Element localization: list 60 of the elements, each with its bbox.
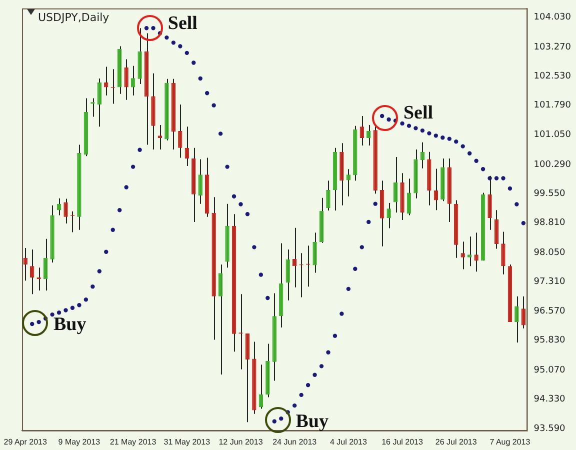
candlestick [467, 236, 472, 267]
candlestick [460, 241, 465, 270]
candlestick [124, 58, 128, 100]
x-tick-label: 9 May 2013 [58, 437, 101, 446]
y-tick-label: 95.830 [534, 336, 566, 346]
x-tick-label: 12 Jun 2013 [218, 437, 264, 446]
y-tick-label: 99.550 [534, 188, 566, 199]
candlestick [360, 115, 364, 146]
candlestick [514, 296, 519, 344]
candlestick [178, 104, 182, 158]
y-tick-label: 98.050 [534, 248, 566, 258]
candlestick [474, 232, 478, 272]
y-tick-label: 104.030 [534, 12, 572, 22]
x-tick-label: 26 Jul 2013 [435, 437, 478, 446]
candlestick [130, 65, 136, 96]
candlestick [434, 168, 438, 211]
y-tick-label: 102.530 [534, 72, 572, 82]
y-tick-label: 94.330 [534, 394, 566, 405]
x-tick-label: 29 Apr 2013 [4, 437, 48, 446]
y-tick-label: 98.810 [534, 218, 566, 228]
candlestick [64, 198, 68, 224]
candlestick [292, 227, 297, 288]
candlestick [218, 264, 223, 375]
candlestick [326, 180, 330, 212]
annotation: Buy [53, 314, 87, 335]
candlestick [30, 249, 34, 295]
y-tick-label: 95.070 [534, 365, 566, 376]
annotation: Buy [296, 410, 329, 432]
y-tick-label: 96.570 [534, 306, 566, 316]
candlestick [521, 296, 526, 329]
candlestick [158, 124, 162, 150]
candlestick [346, 168, 351, 197]
candlestick [312, 232, 317, 274]
x-tick-label: 7 Aug 2013 [490, 437, 531, 446]
x-tick-label: 21 May 2013 [110, 437, 157, 446]
chart-title: USDJPY,Daily [38, 10, 110, 24]
annotation: Sell [403, 102, 434, 124]
candlestick [386, 202, 391, 229]
candlestick [393, 156, 398, 214]
candlestick [286, 249, 290, 301]
y-tick-label: 100.290 [534, 160, 572, 170]
candlestick [494, 210, 499, 250]
x-tick-label: 16 Jul 2013 [382, 437, 424, 446]
candlestick [184, 126, 189, 167]
y-tick-label: 97.310 [534, 277, 566, 288]
y-tick-label: 103.270 [534, 42, 572, 52]
candlestick [406, 178, 412, 216]
candlestick [366, 124, 371, 146]
x-tick-label: 4 Jul 2013 [330, 437, 368, 446]
y-tick-label: 101.790 [534, 100, 572, 111]
x-tick-label: 31 May 2013 [164, 437, 211, 446]
candlestick [97, 78, 102, 128]
candlestick [43, 238, 48, 292]
x-tick-label: 24 Jun 2013 [272, 437, 318, 446]
y-tick-label: 101.050 [534, 130, 572, 140]
y-tick-label: 93.590 [534, 424, 566, 434]
candlestick [258, 364, 264, 410]
candlestick [501, 231, 506, 275]
candlestick [198, 158, 202, 204]
annotation: Sell [168, 13, 198, 34]
